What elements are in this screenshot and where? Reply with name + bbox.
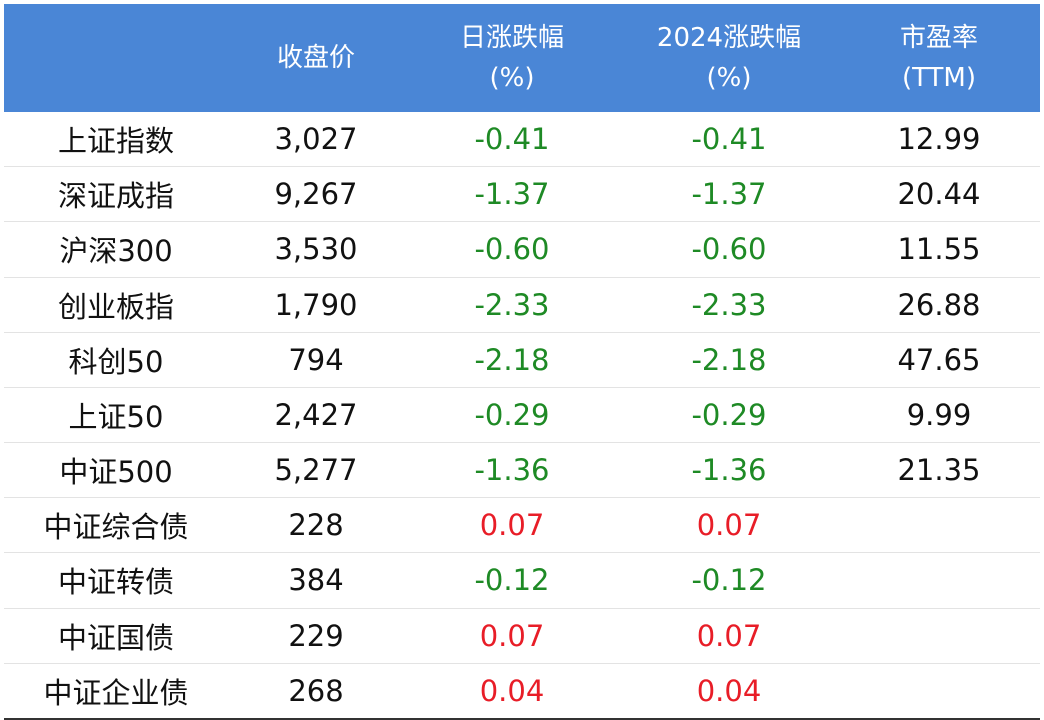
cell-ytd-change: -0.60 bbox=[691, 232, 767, 267]
cell-day-change: 0.07 bbox=[479, 618, 545, 653]
table-row: 中证国债 229 0.07 0.07 bbox=[4, 609, 1040, 664]
cell-close-price: 9,267 bbox=[274, 177, 358, 212]
header-col-pe: 市盈率 (TTM) bbox=[838, 4, 1040, 112]
header-col-ytd-change: 2024涨跌幅 (%) bbox=[620, 4, 838, 112]
cell-ytd-change: -1.36 bbox=[691, 453, 767, 488]
header-col-pe-line1: 市盈率 bbox=[899, 23, 978, 53]
header-col-day-change-line2: (%) bbox=[489, 63, 535, 93]
table-row: 中证转债 384 -0.12 -0.12 bbox=[4, 553, 1040, 609]
index-table: 收盘价 日涨跌幅 (%) 2024涨跌幅 (%) 市盈率 (TTM) 上证指数 … bbox=[4, 4, 1040, 720]
cell-day-change: -0.41 bbox=[474, 122, 550, 157]
cell-ytd-change: 0.07 bbox=[696, 508, 762, 543]
cell-close-price: 384 bbox=[288, 563, 344, 598]
cell-index-name: 中证企业债 bbox=[43, 675, 189, 710]
cell-day-change: -0.29 bbox=[474, 397, 550, 432]
cell-index-name: 沪深300 bbox=[59, 234, 173, 269]
cell-close-price: 228 bbox=[288, 508, 344, 543]
table-row: 中证500 5,277 -1.36 -1.36 21.35 bbox=[4, 443, 1040, 499]
cell-pe-ttm: 11.55 bbox=[897, 232, 981, 267]
cell-close-price: 268 bbox=[288, 673, 344, 708]
header-col-day-change-line1: 日涨跌幅 bbox=[459, 23, 564, 53]
table-row: 上证50 2,427 -0.29 -0.29 9.99 bbox=[4, 388, 1040, 444]
cell-ytd-change: -0.29 bbox=[691, 397, 767, 432]
cell-index-name: 科创50 bbox=[68, 344, 164, 379]
cell-index-name: 上证50 bbox=[68, 399, 164, 434]
header-col-close-line1: 收盘价 bbox=[276, 43, 355, 73]
cell-close-price: 2,427 bbox=[274, 397, 358, 432]
table-row: 上证指数 3,027 -0.41 -0.41 12.99 bbox=[4, 112, 1040, 168]
table-row: 中证综合债 228 0.07 0.07 bbox=[4, 498, 1040, 554]
cell-day-change: -1.36 bbox=[474, 453, 550, 488]
cell-index-name: 创业板指 bbox=[57, 289, 174, 324]
header-col-ytd-change-line2: (%) bbox=[706, 63, 752, 93]
cell-day-change: 0.07 bbox=[479, 508, 545, 543]
cell-close-price: 5,277 bbox=[274, 453, 358, 488]
header-col-ytd-change-line1: 2024涨跌幅 bbox=[656, 23, 802, 53]
cell-ytd-change: 0.04 bbox=[696, 673, 762, 708]
cell-ytd-change: -1.37 bbox=[691, 177, 767, 212]
cell-day-change: -0.60 bbox=[474, 232, 550, 267]
cell-index-name: 上证指数 bbox=[57, 124, 174, 159]
table-row: 沪深300 3,530 -0.60 -0.60 11.55 bbox=[4, 222, 1040, 278]
header-col-day-change: 日涨跌幅 (%) bbox=[404, 4, 620, 112]
cell-ytd-change: 0.07 bbox=[696, 618, 762, 653]
cell-index-name: 深证成指 bbox=[57, 179, 174, 214]
table-row: 中证企业债 268 0.04 0.04 bbox=[4, 664, 1040, 720]
header-col-close: 收盘价 bbox=[228, 4, 404, 112]
cell-day-change: 0.04 bbox=[479, 673, 545, 708]
cell-close-price: 3,027 bbox=[274, 122, 358, 157]
cell-day-change: -2.33 bbox=[474, 287, 550, 322]
cell-day-change: -1.37 bbox=[474, 177, 550, 212]
cell-pe-ttm: 47.65 bbox=[897, 342, 981, 377]
header-col-name bbox=[4, 4, 228, 112]
cell-pe-ttm: 12.99 bbox=[897, 122, 981, 157]
cell-close-price: 229 bbox=[288, 618, 344, 653]
cell-day-change: -2.18 bbox=[474, 342, 550, 377]
cell-index-name: 中证500 bbox=[59, 455, 173, 490]
cell-ytd-change: -2.18 bbox=[691, 342, 767, 377]
cell-ytd-change: -2.33 bbox=[691, 287, 767, 322]
cell-ytd-change: -0.41 bbox=[691, 122, 767, 157]
table-row: 科创50 794 -2.18 -2.18 47.65 bbox=[4, 333, 1040, 388]
cell-day-change: -0.12 bbox=[474, 563, 550, 598]
cell-index-name: 中证综合债 bbox=[43, 510, 189, 545]
cell-ytd-change: -0.12 bbox=[691, 563, 767, 598]
table-body: 上证指数 3,027 -0.41 -0.41 12.99 深证成指 9,267 … bbox=[4, 112, 1040, 720]
cell-index-name: 中证转债 bbox=[57, 565, 174, 600]
cell-index-name: 中证国债 bbox=[57, 620, 174, 655]
cell-pe-ttm: 26.88 bbox=[897, 287, 981, 322]
cell-pe-ttm: 21.35 bbox=[897, 453, 981, 488]
cell-pe-ttm: 9.99 bbox=[906, 397, 972, 432]
table-row: 深证成指 9,267 -1.37 -1.37 20.44 bbox=[4, 167, 1040, 223]
table-header: 收盘价 日涨跌幅 (%) 2024涨跌幅 (%) 市盈率 (TTM) bbox=[4, 4, 1040, 112]
header-col-pe-line2: (TTM) bbox=[901, 63, 977, 93]
cell-close-price: 794 bbox=[288, 342, 344, 377]
cell-pe-ttm: 20.44 bbox=[897, 177, 981, 212]
cell-close-price: 1,790 bbox=[274, 287, 358, 322]
cell-close-price: 3,530 bbox=[274, 232, 358, 267]
table-row: 创业板指 1,790 -2.33 -2.33 26.88 bbox=[4, 278, 1040, 333]
